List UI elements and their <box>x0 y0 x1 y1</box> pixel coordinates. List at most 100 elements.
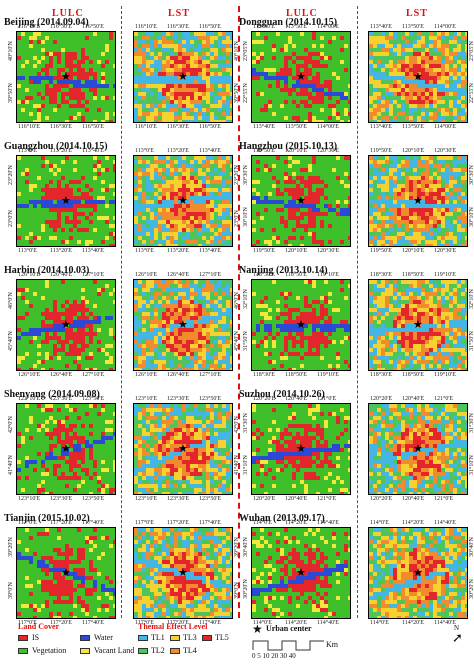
map-cell <box>320 76 324 80</box>
map-cell <box>37 36 41 40</box>
map-cell <box>97 164 101 168</box>
map-cell <box>158 200 162 204</box>
map-cell <box>210 172 214 176</box>
map-cell <box>296 68 300 72</box>
map-cell <box>437 168 441 172</box>
map-cell <box>73 168 77 172</box>
map-cell <box>61 296 65 300</box>
map-cell <box>218 64 222 68</box>
map-cell <box>17 284 21 288</box>
map-cell <box>29 304 33 308</box>
map-cell <box>77 212 81 216</box>
map-cell <box>465 200 467 204</box>
map-cell <box>300 232 304 236</box>
map-cell <box>405 120 409 122</box>
map-cell <box>89 156 93 160</box>
map-cell <box>158 80 162 84</box>
map-cell <box>73 88 77 92</box>
map-cell <box>69 300 73 304</box>
map-cell <box>77 228 81 232</box>
map-cell <box>134 212 138 216</box>
map-cell <box>113 200 115 204</box>
map-cell <box>385 164 389 168</box>
map-cell <box>37 104 41 108</box>
map-cell <box>37 168 41 172</box>
map-cell <box>441 212 445 216</box>
map-cell <box>336 56 340 60</box>
map-cell <box>53 316 57 320</box>
bottom-tick-label: 120°30'E <box>434 248 457 254</box>
map-cell <box>369 88 373 92</box>
map-cell <box>65 116 69 120</box>
map-cell <box>150 84 154 88</box>
map-cell <box>17 212 21 216</box>
map-cell <box>393 224 397 228</box>
map-cell <box>441 52 445 56</box>
map-cell <box>174 212 178 216</box>
map-cell <box>33 280 37 284</box>
map-cell <box>89 200 93 204</box>
map-cell <box>77 184 81 188</box>
map-cell <box>369 76 373 80</box>
map-cell <box>17 204 21 208</box>
map-cell <box>405 172 409 176</box>
map-cell <box>276 92 280 96</box>
map-cell <box>300 236 304 240</box>
map-cell <box>142 32 146 36</box>
map-cell <box>385 76 389 80</box>
map-cell <box>461 180 465 184</box>
map-cell <box>433 100 437 104</box>
map-cell <box>45 156 49 160</box>
map-cell <box>33 116 37 120</box>
map-cell <box>182 104 186 108</box>
map-cell <box>150 160 154 164</box>
map-cell <box>29 212 33 216</box>
map-cell <box>389 236 393 240</box>
map-cell <box>332 220 336 224</box>
map-cell <box>49 212 53 216</box>
map-cell <box>162 228 166 232</box>
map-cell <box>449 36 453 40</box>
map-cell <box>272 196 276 200</box>
map-cell <box>150 228 154 232</box>
map-cell <box>33 324 37 328</box>
map-cell <box>405 36 409 40</box>
map-cell <box>61 160 65 164</box>
map-cell <box>190 40 194 44</box>
map-cell <box>429 216 433 220</box>
map-cell <box>89 228 93 232</box>
map-cell <box>304 68 308 72</box>
map-cell <box>109 244 113 246</box>
map-cell <box>150 68 154 72</box>
map-cell <box>178 200 182 204</box>
map-cell <box>256 216 260 220</box>
map-cell <box>194 244 198 246</box>
map-cell <box>292 228 296 232</box>
map-cell <box>441 72 445 76</box>
map-cell <box>461 160 465 164</box>
map-cell <box>89 220 93 224</box>
map-cell <box>413 224 417 228</box>
map-cell <box>21 112 25 116</box>
map-cell <box>182 88 186 92</box>
map-cell <box>45 212 49 216</box>
map-cell <box>252 220 256 224</box>
map-cell <box>296 76 300 80</box>
map-cell <box>393 232 397 236</box>
map-cell <box>276 208 280 212</box>
map-cell <box>105 196 109 200</box>
map-cell <box>465 48 467 52</box>
map-cell <box>377 44 381 48</box>
map-cell <box>284 92 288 96</box>
map-cell <box>65 176 69 180</box>
map-cell <box>45 236 49 240</box>
map-cell <box>256 44 260 48</box>
map-cell <box>174 192 178 196</box>
map-cell <box>401 200 405 204</box>
map-cell <box>214 104 218 108</box>
map-cell <box>405 56 409 60</box>
map-cell <box>433 208 437 212</box>
map-cell <box>190 156 194 160</box>
map-cell <box>37 288 41 292</box>
map-cell <box>37 100 41 104</box>
